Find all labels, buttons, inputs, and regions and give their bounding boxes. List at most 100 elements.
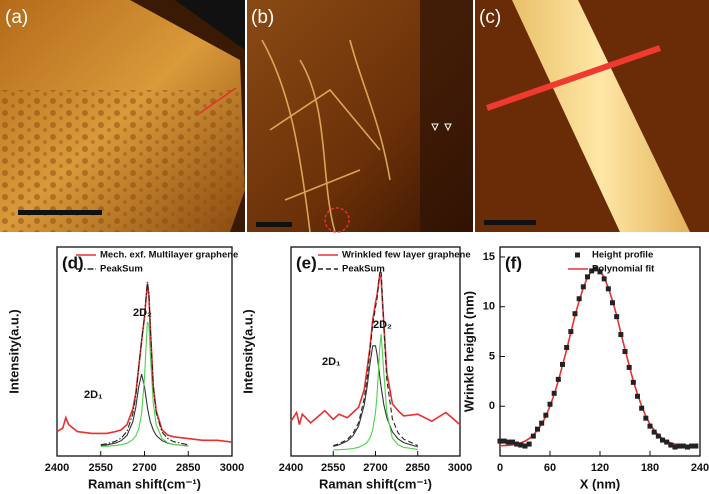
fit-component bbox=[100, 373, 189, 447]
series-line bbox=[56, 283, 233, 443]
data-point bbox=[618, 332, 624, 338]
afm-image-a bbox=[0, 0, 245, 232]
x-axis-label: X (nm) bbox=[580, 476, 620, 491]
x-tick-label: 120 bbox=[591, 462, 609, 474]
data-point bbox=[568, 329, 574, 335]
data-point bbox=[655, 433, 661, 439]
series-line bbox=[333, 269, 419, 447]
legend-label: PeakSum bbox=[342, 264, 385, 275]
legend-label: Mech. exf. Multilayer graphene bbox=[100, 250, 238, 261]
data-point bbox=[505, 439, 511, 445]
y-tick-label: 10 bbox=[483, 301, 495, 313]
data-point bbox=[680, 443, 686, 449]
data-point bbox=[572, 311, 578, 317]
x-tick-label: 2700 bbox=[132, 462, 156, 474]
series-line bbox=[100, 281, 189, 446]
panel-label: (f) bbox=[505, 253, 522, 272]
panel-label: (c) bbox=[479, 7, 501, 28]
data-point bbox=[580, 284, 586, 290]
data-point bbox=[526, 441, 532, 447]
x-tick-label: 3000 bbox=[220, 462, 244, 474]
series-line bbox=[290, 271, 461, 426]
data-point bbox=[585, 274, 590, 280]
data-point bbox=[597, 269, 603, 275]
data-point bbox=[605, 286, 611, 292]
data-point bbox=[664, 439, 670, 445]
data-point bbox=[630, 379, 636, 385]
plot-frame bbox=[290, 246, 461, 457]
y-axis-label: Wrinkle height (nm) bbox=[461, 291, 476, 412]
legend-label: Height profile bbox=[592, 250, 653, 261]
data-point bbox=[560, 361, 565, 367]
y-tick-label: 15 bbox=[483, 251, 495, 263]
fit-component bbox=[100, 321, 189, 447]
data-point bbox=[622, 349, 628, 354]
data-point bbox=[647, 423, 653, 429]
legend-marker bbox=[575, 252, 580, 258]
x-tick-label: 240 bbox=[691, 462, 709, 474]
data-point bbox=[639, 405, 645, 411]
data-point bbox=[522, 443, 528, 449]
x-axis-label: Raman shift(cm⁻¹) bbox=[319, 476, 432, 491]
panel-label: (b) bbox=[251, 7, 274, 28]
peak-annotation: 2D₁ bbox=[84, 389, 103, 401]
data-point bbox=[551, 390, 557, 396]
y-axis-label: Intensity(a.u.) bbox=[6, 309, 21, 394]
afm-image-c bbox=[475, 0, 709, 232]
fit-component bbox=[333, 334, 418, 451]
data-point bbox=[693, 443, 699, 449]
y-tick-label: 0 bbox=[489, 400, 495, 412]
data-point bbox=[547, 401, 553, 407]
x-tick-label: 60 bbox=[544, 462, 556, 474]
data-point bbox=[614, 314, 620, 320]
data-point bbox=[555, 376, 561, 382]
x-tick-label: 3000 bbox=[448, 462, 472, 474]
data-point bbox=[564, 345, 570, 351]
x-tick-label: 2850 bbox=[406, 462, 430, 474]
peak-annotation: 2D₂ bbox=[373, 319, 392, 331]
y-tick-label: 5 bbox=[489, 350, 495, 362]
x-tick-label: 2850 bbox=[176, 462, 200, 474]
x-tick-label: 2400 bbox=[279, 462, 303, 474]
data-point bbox=[651, 429, 657, 435]
data-point bbox=[593, 266, 599, 272]
afm-image-b bbox=[247, 0, 473, 233]
data-point bbox=[501, 438, 507, 444]
data-point bbox=[689, 443, 695, 449]
y-axis-label: Intensity(a.u.) bbox=[240, 309, 255, 394]
plot-frame bbox=[56, 246, 233, 457]
data-point bbox=[676, 443, 682, 449]
data-point bbox=[685, 444, 690, 450]
x-tick-label: 2700 bbox=[363, 462, 387, 474]
data-point bbox=[626, 364, 632, 370]
data-point bbox=[643, 415, 649, 421]
data-point bbox=[601, 276, 607, 282]
panel-label: (e) bbox=[296, 253, 317, 272]
panel-label: (a) bbox=[5, 7, 28, 28]
legend-label: PeakSum bbox=[100, 264, 143, 275]
data-point bbox=[539, 420, 545, 426]
x-axis-label: Raman shift(cm⁻¹) bbox=[88, 476, 201, 491]
data-point bbox=[576, 296, 582, 302]
x-tick-label: 180 bbox=[641, 462, 659, 474]
data-point bbox=[510, 439, 515, 445]
peak-annotation: 2D₁ bbox=[322, 356, 341, 368]
panel-label: (d) bbox=[62, 253, 84, 272]
x-tick-label: 2550 bbox=[321, 462, 345, 474]
x-tick-label: 0 bbox=[497, 462, 503, 474]
x-tick-label: 2550 bbox=[89, 462, 113, 474]
data-point bbox=[518, 442, 524, 448]
peak-annotation: 2D₂ bbox=[133, 307, 152, 319]
data-point bbox=[672, 444, 678, 450]
data-point bbox=[514, 441, 520, 447]
fit-component bbox=[333, 345, 418, 448]
plot-frame bbox=[499, 246, 701, 457]
data-point bbox=[589, 268, 595, 274]
data-point bbox=[530, 433, 536, 439]
data-point bbox=[543, 412, 549, 418]
data-point bbox=[610, 300, 615, 306]
data-point bbox=[660, 437, 665, 443]
series-line bbox=[499, 268, 696, 447]
x-tick-label: 2400 bbox=[45, 462, 69, 474]
